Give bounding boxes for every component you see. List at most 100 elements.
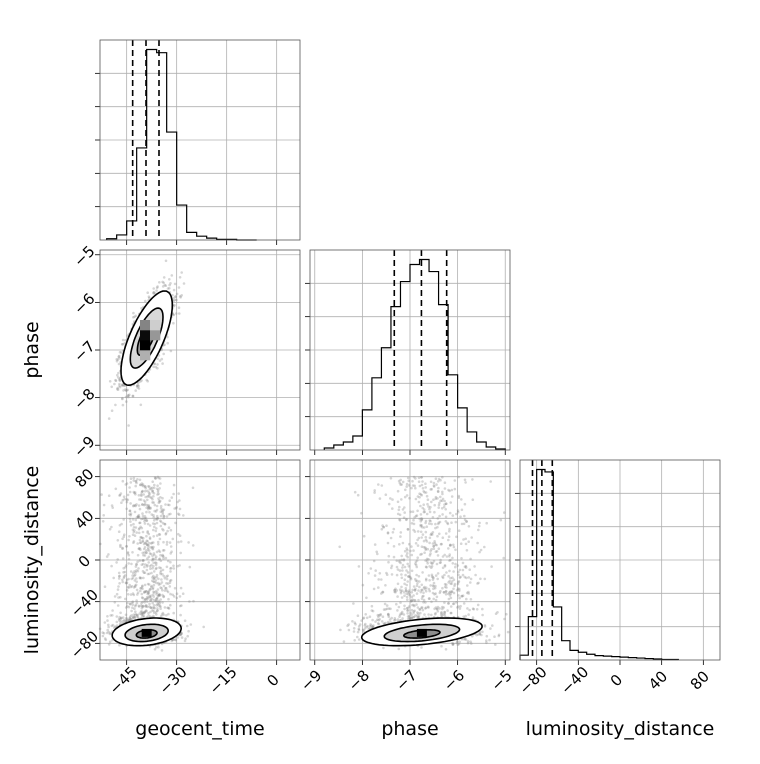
scatter-geocent-time-vs-luminosity-distance-point: [136, 542, 139, 545]
scatter-geocent-time-vs-luminosity-distance-point: [165, 557, 168, 560]
scatter-phase-vs-luminosity-distance-point: [478, 525, 481, 528]
scatter-geocent-time-vs-luminosity-distance-point: [120, 501, 123, 504]
scatter-geocent-time-vs-luminosity-distance-point: [145, 507, 148, 510]
scatter-geocent-time-vs-luminosity-distance-point: [109, 614, 112, 617]
scatter-geocent-time-vs-luminosity-distance-point: [128, 535, 131, 538]
scatter-geocent-time-vs-luminosity-distance-point: [117, 604, 120, 607]
scatter-geocent-time-vs-luminosity-distance-point: [132, 533, 135, 536]
scatter-geocent-time-vs-phase-point: [165, 260, 168, 263]
scatter-geocent-time-vs-luminosity-distance-point: [116, 593, 119, 596]
scatter-geocent-time-vs-luminosity-distance-point: [143, 504, 146, 507]
scatter-geocent-time-vs-luminosity-distance-point: [145, 535, 148, 538]
scatter-geocent-time-vs-luminosity-distance-point: [152, 581, 155, 584]
scatter-geocent-time-vs-phase-point: [153, 363, 156, 366]
scatter-geocent-time-vs-luminosity-distance-point: [176, 501, 179, 504]
scatter-geocent-time-vs-luminosity-distance-point: [142, 515, 145, 518]
scatter-geocent-time-vs-luminosity-distance-point: [150, 497, 153, 500]
scatter-geocent-time-vs-phase-point: [178, 286, 181, 289]
scatter-geocent-time-vs-luminosity-distance-point: [122, 518, 125, 521]
scatter-geocent-time-vs-phase-point: [152, 287, 155, 290]
scatter-geocent-time-vs-luminosity-distance-point: [102, 635, 105, 638]
scatter-geocent-time-vs-luminosity-distance-point: [117, 539, 120, 542]
scatter-geocent-time-vs-luminosity-distance-point: [187, 541, 190, 544]
scatter-geocent-time-vs-luminosity-distance-point: [138, 504, 141, 507]
scatter-geocent-time-vs-luminosity-distance-point: [148, 603, 151, 606]
scatter-geocent-time-vs-luminosity-distance-point: [127, 593, 130, 596]
scatter-geocent-time-vs-luminosity-distance-point: [110, 565, 113, 568]
scatter-geocent-time-vs-luminosity-distance-point: [103, 632, 106, 635]
scatter-geocent-time-vs-luminosity-distance-point: [135, 519, 138, 522]
scatter-geocent-time-vs-luminosity-distance-point: [147, 561, 150, 564]
scatter-geocent-time-vs-luminosity-distance-point: [136, 561, 139, 564]
scatter-geocent-time-vs-luminosity-distance-point: [159, 551, 162, 554]
scatter-geocent-time-vs-luminosity-distance-point: [153, 591, 156, 594]
scatter-phase-vs-luminosity-distance-point: [443, 506, 446, 509]
scatter-geocent-time-vs-luminosity-distance-point: [108, 494, 111, 497]
scatter-phase-vs-luminosity-distance-point: [417, 599, 420, 602]
scatter-phase-vs-luminosity-distance-point: [390, 537, 393, 540]
scatter-geocent-time-vs-luminosity-distance-point: [157, 489, 160, 492]
scatter-geocent-time-vs-luminosity-distance-point: [133, 574, 136, 577]
scatter-geocent-time-vs-luminosity-distance-point: [130, 563, 133, 566]
scatter-geocent-time-vs-luminosity-distance-point: [139, 522, 142, 525]
scatter-geocent-time-vs-luminosity-distance-point: [118, 582, 121, 585]
scatter-geocent-time-vs-phase-point: [125, 389, 128, 392]
scatter-geocent-time-vs-luminosity-distance-point: [140, 613, 143, 616]
scatter-geocent-time-vs-luminosity-distance-point: [138, 498, 141, 501]
scatter-geocent-time-vs-phase-density-cell: [140, 350, 150, 360]
scatter-geocent-time-vs-luminosity-distance-point: [159, 482, 162, 485]
scatter-geocent-time-vs-luminosity-distance-point: [123, 575, 126, 578]
scatter-geocent-time-vs-phase-point: [171, 274, 174, 277]
scatter-geocent-time-vs-luminosity-distance-point: [179, 595, 182, 598]
scatter-geocent-time-vs-luminosity-distance-point: [160, 505, 163, 508]
scatter-geocent-time-vs-luminosity-distance-point: [104, 585, 107, 588]
scatter-geocent-time-vs-luminosity-distance-point: [155, 646, 158, 649]
scatter-geocent-time-vs-luminosity-distance-point: [159, 557, 162, 560]
scatter-geocent-time-vs-luminosity-distance-point: [166, 541, 169, 544]
scatter-geocent-time-vs-luminosity-distance-point: [161, 510, 164, 513]
scatter-geocent-time-vs-luminosity-distance-point: [125, 617, 128, 620]
scatter-geocent-time-vs-luminosity-distance-point: [188, 600, 191, 603]
scatter-geocent-time-vs-luminosity-distance-point: [109, 528, 112, 531]
scatter-geocent-time-vs-phase-point: [156, 363, 159, 366]
scatter-geocent-time-vs-luminosity-distance-point: [164, 523, 167, 526]
scatter-geocent-time-vs-luminosity-distance-point: [126, 589, 129, 592]
scatter-geocent-time-vs-luminosity-distance-point: [161, 528, 164, 531]
scatter-geocent-time-vs-luminosity-distance-point: [140, 493, 143, 496]
scatter-geocent-time-vs-luminosity-distance-point: [126, 498, 129, 501]
scatter-geocent-time-vs-phase-point: [144, 300, 147, 303]
scatter-phase-vs-luminosity-distance-point: [418, 480, 421, 483]
y-axis-label-phase: phase: [21, 321, 43, 378]
x-axis-label-geocent-time: geocent_time: [135, 718, 264, 740]
scatter-geocent-time-vs-luminosity-distance-point: [144, 496, 147, 499]
scatter-phase-vs-luminosity-distance-point: [418, 501, 421, 504]
scatter-geocent-time-vs-luminosity-distance-point: [112, 577, 115, 580]
scatter-geocent-time-vs-luminosity-distance-point: [139, 539, 142, 542]
scatter-geocent-time-vs-luminosity-distance-point: [149, 567, 152, 570]
scatter-geocent-time-vs-luminosity-distance-point: [168, 499, 171, 502]
scatter-geocent-time-vs-luminosity-distance-point: [159, 496, 162, 499]
scatter-geocent-time-vs-luminosity-distance-point: [129, 510, 132, 513]
scatter-geocent-time-vs-luminosity-distance-point: [164, 606, 167, 609]
scatter-geocent-time-vs-luminosity-distance-point: [118, 575, 121, 578]
scatter-geocent-time-vs-luminosity-distance-point: [145, 511, 148, 514]
scatter-phase-vs-luminosity-distance-point: [371, 605, 374, 608]
scatter-geocent-time-vs-luminosity-distance-point: [129, 615, 132, 618]
scatter-geocent-time-vs-luminosity-distance-point: [144, 501, 147, 504]
scatter-geocent-time-vs-luminosity-distance-point: [154, 504, 157, 507]
scatter-phase-vs-luminosity-distance-point: [443, 601, 446, 604]
scatter-geocent-time-vs-phase-point: [179, 295, 182, 298]
scatter-geocent-time-vs-luminosity-distance-point: [126, 501, 129, 504]
scatter-geocent-time-vs-luminosity-distance-point: [156, 591, 159, 594]
scatter-geocent-time-vs-luminosity-distance-point: [148, 590, 151, 593]
scatter-geocent-time-vs-luminosity-distance-point: [151, 602, 154, 605]
scatter-geocent-time-vs-luminosity-distance-point: [146, 557, 149, 560]
scatter-geocent-time-vs-luminosity-distance-point: [180, 587, 183, 590]
scatter-geocent-time-vs-luminosity-distance-point: [169, 582, 172, 585]
scatter-geocent-time-vs-luminosity-distance-point: [135, 531, 138, 534]
scatter-geocent-time-vs-luminosity-distance-point: [160, 521, 163, 524]
scatter-phase-vs-luminosity-distance-point: [460, 542, 463, 545]
scatter-geocent-time-vs-luminosity-distance-point: [148, 506, 151, 509]
scatter-phase-vs-luminosity-distance-point: [379, 572, 382, 575]
scatter-geocent-time-vs-luminosity-distance-point: [153, 584, 156, 587]
